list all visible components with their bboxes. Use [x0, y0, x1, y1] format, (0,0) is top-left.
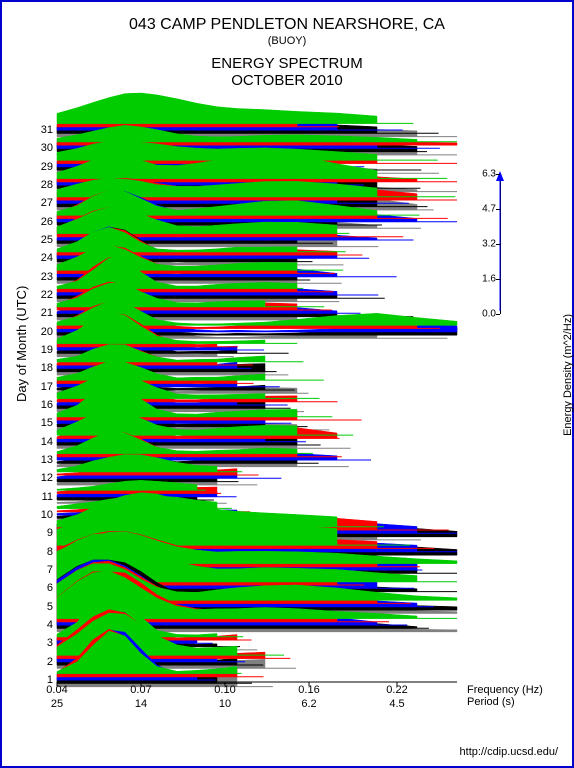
y-tick: 15	[31, 417, 53, 429]
footer-link: http://cdip.ucsd.edu/	[460, 746, 558, 758]
x-tick: 0.04	[46, 684, 67, 696]
y-tick: 29	[31, 161, 53, 173]
y-tick: 4	[31, 619, 53, 631]
x-axis: 0.040.070.100.160.22 2514106.24.5	[57, 684, 457, 712]
x-tick: 0.22	[386, 684, 407, 696]
spectrum-trace	[57, 93, 377, 123]
y-tick: 17	[31, 381, 53, 393]
y-axis-ticks: 1234567891011121314151617181920212223242…	[32, 112, 57, 682]
y-tick: 30	[31, 142, 53, 154]
x-tick: 25	[51, 698, 63, 710]
y-tick: 2	[31, 656, 53, 668]
x-tick: 0.16	[298, 684, 319, 696]
energy-legend: Energy Density (m^2/Hz) 6.34.73.21.60.0	[476, 174, 562, 314]
station-title: 043 CAMP PENDLETON NEARSHORE, CA	[2, 16, 572, 34]
x-tick: 6.2	[301, 698, 316, 710]
y-tick: 14	[31, 436, 53, 448]
x-freq-label: Frequency (Hz)	[467, 684, 543, 696]
y-tick: 18	[31, 362, 53, 374]
y-axis-label: Day of Month (UTC)	[14, 286, 29, 402]
x-period-label: Period (s)	[467, 696, 543, 708]
y-tick: 28	[31, 179, 53, 191]
legend-label: Energy Density (m^2/Hz)	[562, 314, 574, 436]
y-tick: 21	[31, 307, 53, 319]
x-axis-period-row: 2514106.24.5	[57, 698, 457, 712]
legend-tick: 6.3	[476, 169, 496, 180]
x-tick: 4.5	[389, 698, 404, 710]
x-tick: 0.10	[214, 684, 235, 696]
y-tick: 24	[31, 252, 53, 264]
legend-tick: 0.0	[476, 309, 496, 320]
chart-frame: 043 CAMP PENDLETON NEARSHORE, CA (BUOY) …	[0, 0, 574, 768]
y-tick: 3	[31, 637, 53, 649]
y-tick: 20	[31, 326, 53, 338]
legend-arrow-icon	[496, 171, 526, 311]
y-tick: 22	[31, 289, 53, 301]
y-tick: 31	[31, 124, 53, 136]
legend-tick: 1.6	[476, 274, 496, 285]
y-tick: 8	[31, 546, 53, 558]
y-tick: 26	[31, 216, 53, 228]
x-axis-freq-row: 0.040.070.100.160.22	[57, 684, 457, 698]
y-tick: 7	[31, 564, 53, 576]
y-tick: 23	[31, 271, 53, 283]
product-title: ENERGY SPECTRUM	[2, 55, 572, 72]
spectrum-svg	[57, 112, 457, 682]
y-tick: 10	[31, 509, 53, 521]
x-tick: 14	[135, 698, 147, 710]
legend-tick: 3.2	[476, 239, 496, 250]
y-tick: 27	[31, 197, 53, 209]
legend-tick: 4.7	[476, 204, 496, 215]
y-tick: 9	[31, 527, 53, 539]
y-tick: 19	[31, 344, 53, 356]
y-tick: 6	[31, 582, 53, 594]
y-tick: 12	[31, 472, 53, 484]
title-block: 043 CAMP PENDLETON NEARSHORE, CA (BUOY) …	[2, 16, 572, 89]
x-axis-labels: Frequency (Hz) Period (s)	[467, 684, 543, 708]
date-title: OCTOBER 2010	[2, 72, 572, 89]
y-tick: 13	[31, 454, 53, 466]
y-tick: 11	[31, 491, 53, 503]
station-type: (BUOY)	[2, 35, 572, 47]
x-tick: 10	[219, 698, 231, 710]
spectrum-plot	[57, 112, 457, 682]
y-tick: 5	[31, 601, 53, 613]
x-tick: 0.07	[130, 684, 151, 696]
y-tick: 16	[31, 399, 53, 411]
y-tick: 25	[31, 234, 53, 246]
